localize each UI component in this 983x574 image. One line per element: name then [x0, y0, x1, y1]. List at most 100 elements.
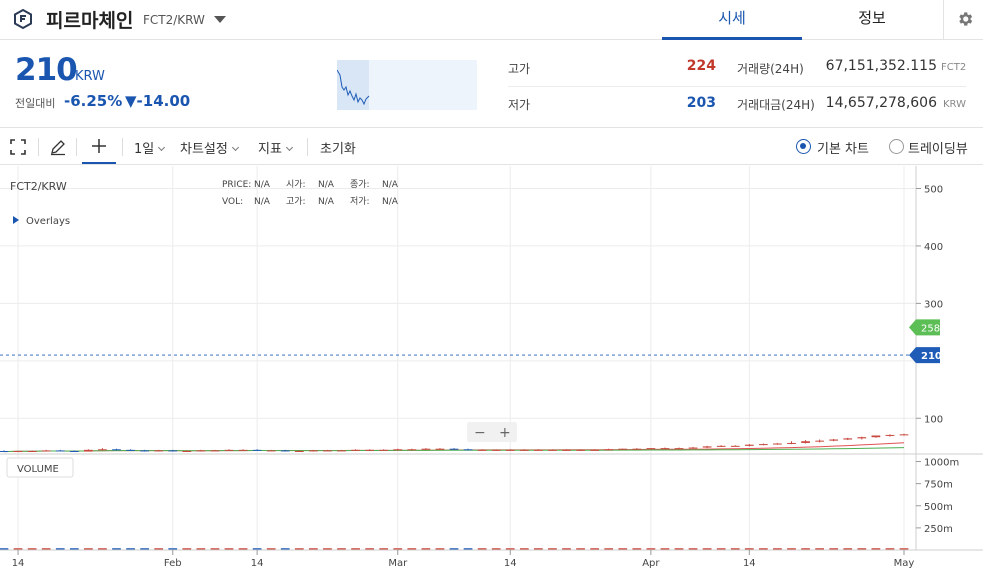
volume-unit: FCT2: [941, 62, 967, 73]
volume-bar: [899, 548, 909, 550]
candle-body: [787, 442, 796, 444]
candle-body: [126, 449, 135, 451]
volume-bar: [407, 548, 417, 550]
time-tick-label: Feb: [164, 558, 182, 569]
pencil-icon[interactable]: [49, 138, 67, 156]
volume-bar: [562, 548, 571, 550]
volume-bar: [351, 548, 360, 550]
volume-bar: [13, 548, 23, 550]
candle-body: [365, 449, 374, 451]
price-sparkline: [337, 60, 477, 110]
tab-quote[interactable]: 시세: [662, 0, 802, 40]
candle-body: [449, 448, 459, 450]
volume-bar: [337, 548, 346, 550]
candle-body: [69, 451, 79, 452]
candle-body: [421, 448, 431, 450]
price-chart[interactable]: 100 300 400 500 250m 500m 750m 1000m 14 Feb 14 Mar 1…: [0, 166, 983, 574]
chevron-down-icon[interactable]: [214, 16, 226, 23]
tradingview-label[interactable]: 트레이딩뷰: [908, 142, 968, 157]
candle-body: [182, 451, 192, 452]
ma-long-value: 258.22: [921, 323, 956, 334]
volume-bar: [702, 548, 712, 550]
info-close-value: N/A: [382, 180, 399, 190]
volume-label: 거래량(24H): [737, 62, 804, 76]
candle-body: [548, 449, 557, 451]
pair-selector-label[interactable]: FCT2/KRW: [143, 13, 205, 27]
tradingview-radio[interactable]: [889, 139, 904, 154]
high-label: 고가: [508, 62, 531, 76]
chart-settings-label: 차트설정: [180, 142, 228, 157]
zoom-in-button[interactable]: +: [499, 425, 511, 441]
candle-body: [168, 450, 178, 452]
info-vol-label: VOL:: [222, 197, 243, 207]
volume-tick-label: 750m: [924, 480, 953, 491]
overlays-toggle[interactable]: Overlays: [26, 216, 70, 227]
volume-bar: [224, 548, 234, 550]
candle-body: [266, 450, 276, 452]
candle-body: [576, 449, 585, 451]
candle-body: [885, 434, 895, 436]
caret-right-icon[interactable]: [13, 216, 19, 224]
indicators-dropdown[interactable]: 지표: [258, 138, 293, 157]
basic-chart-label[interactable]: 기본 차트: [817, 142, 869, 157]
candle-body: [393, 449, 403, 451]
volume-bar: [885, 548, 895, 550]
change-percent: -6.25%: [64, 92, 123, 110]
candle-body: [379, 449, 389, 451]
interval-dropdown[interactable]: 1일: [134, 138, 166, 157]
chart-settings-dropdown[interactable]: 차트설정: [180, 138, 239, 157]
volume-bar: [857, 548, 867, 550]
volume-bar: [182, 548, 192, 550]
toolbar-divider: [76, 138, 77, 156]
info-high-label: 고가:: [286, 196, 306, 207]
volume-bar: [280, 548, 290, 550]
time-tick-label: Apr: [642, 558, 660, 569]
low-label: 저가: [508, 98, 531, 112]
candle-body: [646, 448, 656, 450]
price-tick-label: 300: [924, 299, 943, 310]
volume-bar: [787, 548, 796, 550]
zoom-out-button[interactable]: −: [474, 425, 486, 441]
volume-bar: [309, 548, 318, 550]
volume-bar: [773, 548, 782, 550]
settings-button[interactable]: [943, 0, 983, 40]
reset-button[interactable]: 초기화: [320, 142, 356, 157]
price-tick-label: 100: [924, 414, 943, 425]
volume-bar: [548, 548, 557, 550]
chart-canvas[interactable]: 100 300 400 500 250m 500m 750m 1000m 14 Feb 14 Mar 1…: [0, 166, 983, 574]
candle-body: [688, 447, 698, 449]
candle-body: [716, 445, 726, 447]
trade-value-unit: KRW: [943, 99, 966, 110]
volume-bar: [632, 548, 642, 550]
ma-long-line: [3, 447, 905, 453]
volume-bar: [294, 548, 304, 550]
toolbar-divider: [38, 138, 39, 156]
candle-body: [829, 439, 839, 441]
volume-pane-label: VOLUME: [6, 457, 74, 478]
tab-info[interactable]: 정보: [858, 9, 886, 27]
candle-body: [815, 440, 824, 442]
volume-value: 67,151,352.115: [825, 58, 937, 74]
volume-bar: [55, 548, 65, 550]
crosshair-button[interactable]: [82, 128, 116, 164]
info-close-label: 종가:: [350, 179, 370, 190]
candle-body: [407, 449, 417, 451]
app-header: 피르마체인 FCT2/KRW 시세 정보: [0, 0, 983, 40]
candle-body: [505, 449, 515, 451]
chart-toolbar: 1일 차트설정 지표 초기화 기본 차트 트레이딩뷰: [0, 127, 983, 165]
volume-bar: [210, 548, 220, 550]
candle-body: [337, 450, 346, 452]
candle-body: [618, 448, 628, 450]
info-high-value: N/A: [318, 197, 335, 207]
basic-chart-radio[interactable]: [796, 139, 811, 154]
fullscreen-icon[interactable]: [10, 139, 26, 155]
coin-name: 피르마체인: [46, 10, 134, 32]
volume-bar: [98, 548, 107, 550]
volume-bar: [84, 548, 93, 550]
change-amount: ▼-14.00: [125, 92, 191, 110]
info-price-label: PRICE:: [222, 180, 251, 190]
info-low-value: N/A: [382, 197, 399, 207]
time-tick-label: May: [894, 558, 915, 569]
time-tick-label: 14: [251, 558, 264, 569]
volume-bar: [519, 548, 529, 550]
